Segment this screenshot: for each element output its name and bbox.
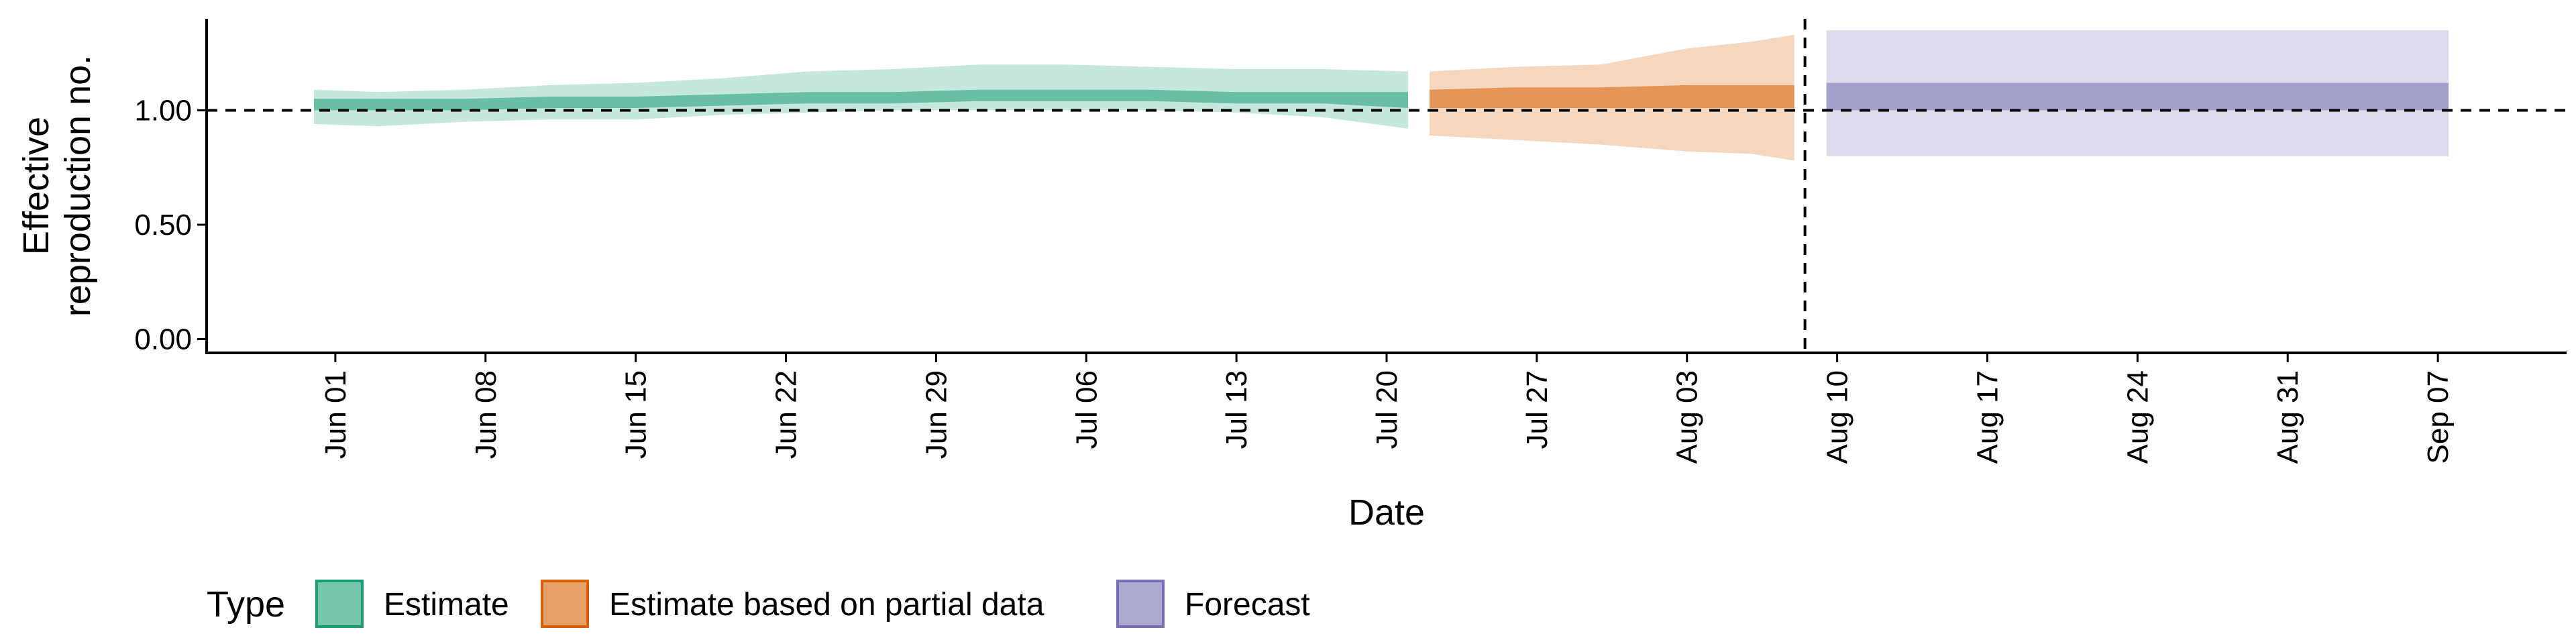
legend: Type Estimate Estimate based on partial da… bbox=[207, 580, 1310, 628]
x-tick-label: Jul 20 bbox=[1371, 370, 1403, 449]
ribbon-50-estimate-based-on-partial-data bbox=[1430, 85, 1794, 108]
x-axis-title: Date bbox=[1348, 492, 1425, 533]
x-tick-label: Aug 03 bbox=[1671, 370, 1704, 464]
legend-key-estimate bbox=[315, 580, 364, 628]
legend-key-forecast bbox=[1116, 580, 1165, 628]
ribbon-layer bbox=[313, 30, 2449, 161]
x-tick-label: Jul 27 bbox=[1521, 370, 1554, 449]
axes: 0.00 0.50 1.00 Jun 01 Jun 08 Jun 15 Jun 22 Jun … bbox=[16, 19, 2567, 533]
x-tick-label: Jun 15 bbox=[620, 370, 653, 459]
y-tick-label: 0.00 bbox=[134, 323, 192, 356]
legend-label-forecast: Forecast bbox=[1185, 587, 1310, 623]
x-tick-label: Jun 22 bbox=[770, 370, 803, 459]
x-tick-label: Jul 13 bbox=[1220, 370, 1253, 449]
y-axis-title-line: Effective bbox=[16, 117, 56, 255]
legend-label-estimate-based-on-partial-data: Estimate based on partial data bbox=[609, 587, 1044, 623]
x-tick-label: Aug 31 bbox=[2271, 370, 2304, 464]
x-tick-label: Jun 29 bbox=[920, 370, 953, 459]
x-tick-label: Jul 06 bbox=[1070, 370, 1103, 449]
y-tick-label: 0.50 bbox=[134, 209, 192, 241]
legend-label-estimate: Estimate bbox=[384, 587, 509, 623]
legend-title: Type bbox=[207, 584, 285, 625]
x-tick-label: Sep 07 bbox=[2422, 370, 2455, 464]
x-tick-label: Jun 08 bbox=[470, 370, 502, 459]
y-axis-title-line: reproduction no. bbox=[58, 55, 98, 317]
x-tick-label: Jun 01 bbox=[319, 370, 352, 459]
ribbon-50-estimate bbox=[313, 89, 1408, 111]
y-tick-label: 1.00 bbox=[134, 94, 192, 127]
ribbon-50-forecast bbox=[1826, 83, 2449, 111]
x-tick-label: Aug 17 bbox=[1972, 370, 2004, 464]
legend-key-estimate-based-on-partial-data bbox=[541, 580, 589, 628]
y-axis-title: Effectivereproduction no. bbox=[16, 55, 98, 317]
x-tick-label: Aug 10 bbox=[1821, 370, 1854, 464]
x-tick-label: Aug 24 bbox=[2121, 370, 2154, 464]
